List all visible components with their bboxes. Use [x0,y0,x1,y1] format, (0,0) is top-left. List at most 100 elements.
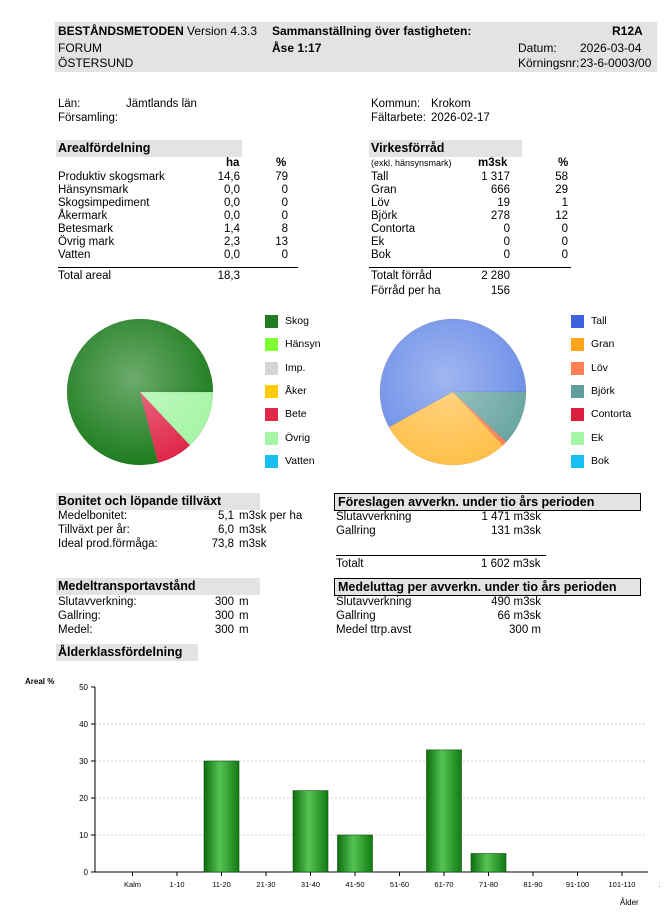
transport-row-value: 300 [214,624,234,636]
virke-section-title: Virkesförråd [369,140,522,157]
x-tick-label: 111+ [659,880,660,889]
foreslagen-total-rule [336,555,546,556]
report-code: R12A [612,24,643,38]
areal-row-ha: 0,0 [224,210,240,222]
bonitet-row-label: Medelbonitet: [58,510,128,522]
virke-row-m3: 1 317 [481,171,510,183]
legend-swatch [571,338,584,352]
forsamling-label: Församling: [58,112,119,124]
virke-row-label: Björk [371,210,398,222]
areal-row-ha: 1,4 [224,223,240,235]
bonitet-row-label: Ideal prod.förmåga: [58,538,158,550]
date-value: 2026-03-04 [580,41,642,55]
org-name: FORUM [58,41,102,55]
virke-col-m3: m3sk [478,157,508,169]
legend-swatch [571,408,584,422]
bonitet-row-value: 73,8 [211,538,234,550]
x-tick-label: 41-50 [345,880,364,889]
virke-subtitle: (exkl. hänsynsmark) [371,158,452,168]
x-tick-label: 101-110 [609,880,636,889]
legend-label: Tall [591,315,607,327]
virke-row-m3: 278 [490,210,510,222]
bar [470,853,507,873]
areal-col-pct: % [276,157,287,169]
medeluttag-row-value: 300 m [509,624,541,636]
legend-label: Contorta [591,408,632,421]
transport-row-value: 300 [214,596,234,608]
chart-section-title: Ålderklassfördelning [56,644,198,661]
virke-total-label: Totalt förråd [371,270,432,282]
legend-label: Löv [591,361,608,374]
legend-label: Övrig [285,431,311,444]
virke-col-pct: % [558,157,569,169]
app-version: Version 4.3.3 [187,24,258,38]
medeluttag-row-value: 66 m3sk [497,610,541,622]
transport-row-unit: m [239,624,249,636]
areal-total-value: 18,3 [217,270,240,282]
virke-row-m3: 0 [503,249,510,261]
virke-row-label: Löv [371,197,390,209]
virke-row-pct: 0 [561,223,568,235]
x-tick-label: 71-80 [479,880,498,889]
virke-row-label: Ek [371,236,385,248]
virke-row-m3: 0 [503,236,510,248]
areal-total-label: Total areal [58,270,112,282]
org-city: ÖSTERSUND [58,56,134,70]
bar [203,760,240,873]
virke-row-label: Gran [371,184,397,196]
virke-row-m3: 19 [497,197,510,209]
y-tick-label: 30 [79,757,88,766]
medeluttag-row-value: 490 m3sk [491,596,541,608]
medeluttag-row-label: Slutavverkning [336,596,412,608]
app-name: BESTÅNDSMETODEN [58,24,184,38]
areal-row-label: Övrig mark [58,236,115,248]
legend-label: Vatten [285,454,315,467]
virke-row-m3: 0 [503,223,510,235]
virke-row-pct: 0 [561,236,568,248]
legend-swatch [265,408,278,422]
legend-label: Gran [591,338,615,351]
areal-row-ha: 14,6 [217,171,240,183]
report-title: Sammanställning över fastigheten: [272,24,472,38]
areal-row-pct: 0 [281,197,288,209]
bar [426,749,462,873]
x-tick-label: 31-40 [301,880,320,889]
age-class-bar-chart: 0 10 20 30 40 50 Areal % Ålder Kalm 1-10 11-20 21-3… [25,677,660,907]
areal-row-pct: 0 [281,184,288,196]
legend-swatch [265,338,278,352]
faltarbete-value: 2026-02-17 [431,112,490,124]
kommun-label: Kommun: [371,98,421,110]
areal-row-ha: 0,0 [224,249,240,261]
run-label: Körningsnr: [518,56,580,70]
virke-row-label: Contorta [371,223,416,235]
legend-swatch [571,384,584,398]
virke-row-pct: 1 [561,197,568,209]
legend-swatch [571,315,584,328]
lan-value: Jämtlands län [126,98,197,110]
legend-swatch [571,431,584,445]
virke-row-m3: 666 [490,184,510,196]
legend-label: Bok [591,454,610,467]
areal-row-pct: 0 [281,210,288,222]
faltarbete-label: Fältarbete: [371,112,426,124]
transport-row-value: 300 [214,610,234,622]
foreslagen-total-label: Totalt [336,558,364,570]
bonitet-row-value: 6,0 [218,524,234,536]
legend-label: Bete [285,408,307,421]
y-tick-label: 20 [79,794,88,803]
bar [292,790,329,873]
areal-row-label: Vatten [58,249,91,261]
property-name: Åse 1:17 [272,41,322,55]
bonitet-row-unit: m3sk [239,538,267,550]
areal-row-pct: 8 [281,223,288,235]
areal-row-ha: 2,3 [224,236,240,248]
legend-swatch [265,361,278,375]
y-tick-label: 40 [79,720,88,729]
virke-row-pct: 58 [555,171,568,183]
areal-row-ha: 0,0 [224,197,240,209]
transport-row-label: Medel: [58,624,93,636]
legend-label: Ek [591,431,604,444]
transport-section-title: Medeltransportavstånd [56,578,260,595]
medeluttag-row-label: Gallring [336,610,376,622]
areal-row-label: Skogsimpediment [58,197,150,209]
